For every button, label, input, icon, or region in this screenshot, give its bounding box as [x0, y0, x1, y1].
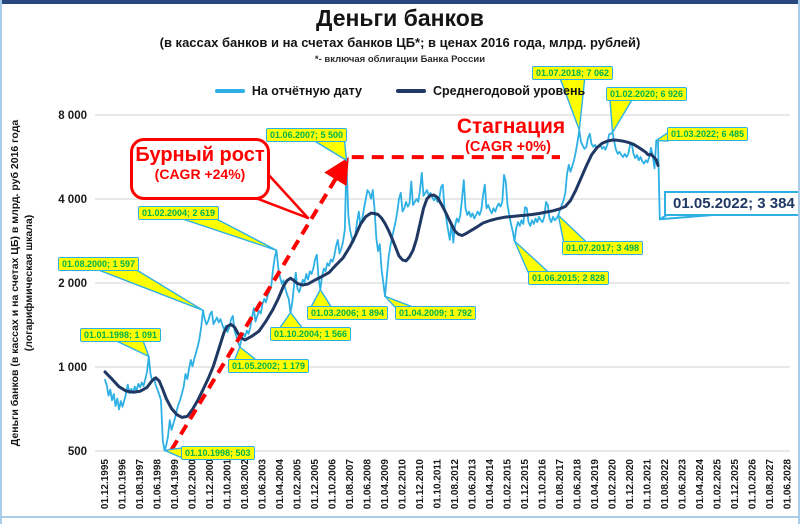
chart-legend: На отчётную дату Среднегодовой уровень [0, 84, 800, 98]
callout-4: 01.05.2002; 1 179 [228, 359, 310, 373]
callout-tail-3 [163, 447, 183, 459]
x-tick-label: 01.08.2007 [345, 459, 356, 509]
callout-tail-11 [557, 214, 587, 243]
x-tick-label: 01.10.2021 [643, 459, 654, 509]
legend-swatch-icon [395, 89, 426, 93]
x-tick-label: 01.04.2009 [380, 459, 391, 509]
x-tick-label: 01.02.2010 [398, 459, 409, 509]
callout-3: 01.10.1998; 503 [181, 446, 255, 460]
x-tick-label: 01.08.2012 [450, 459, 461, 509]
x-tick-label: 01.12.2025 [730, 459, 741, 509]
x-tick-label: 01.04.2004 [275, 459, 286, 509]
x-tick-label: 01.12.2020 [625, 459, 636, 509]
callout-10: 01.06.2015; 2 828 [528, 271, 610, 285]
x-tick-label: 01.08.2022 [660, 459, 671, 509]
x-tick-label: 01.08.2002 [240, 459, 251, 509]
callout-8: 01.06.2007; 5 500 [266, 128, 348, 142]
growth-annotation-box: Бурный рост (CAGR +24%) [130, 138, 270, 200]
callout-9: 01.04.2009; 1 792 [395, 306, 477, 320]
x-tick-label: 01.08.2027 [765, 459, 776, 509]
legend-label: На отчётную дату [251, 84, 362, 98]
x-tick-label: 01.12.2015 [520, 459, 531, 509]
callout-tail-8 [313, 140, 348, 162]
y-axis-title-line1: Деньги банков (в кассах и на счетах ЦБ) … [9, 119, 21, 447]
callout-5: 01.02.2004; 2 619 [138, 206, 220, 220]
callout-tail-13 [609, 99, 633, 134]
x-tick-label: 01.04.2024 [695, 459, 706, 509]
x-tick-label: 01.06.2018 [573, 459, 584, 509]
x-tick-label: 01.12.2010 [415, 459, 426, 509]
x-tick-label: 01.02.2020 [608, 459, 619, 509]
x-tick-label: 01.04.2014 [485, 459, 496, 509]
slide-bottom-border [0, 516, 800, 518]
x-tick-label: 01.04.1999 [170, 459, 181, 509]
callout-14: 01.03.2022; 6 485 [667, 127, 749, 141]
growth-annotation-title: Бурный рост [135, 144, 265, 166]
x-tick-label: 01.12.2005 [310, 459, 321, 509]
x-tick-label: 01.10.2006 [328, 459, 339, 509]
x-tick-label: 01.06.2003 [258, 459, 269, 509]
x-tick-label: 01.04.2019 [590, 459, 601, 509]
x-tick-label: 01.10.2001 [223, 459, 234, 509]
y-tick-label: 1 000 [58, 362, 87, 374]
callout-7: 01.03.2006; 1 894 [307, 306, 389, 320]
y-tick-label: 4 000 [58, 194, 87, 206]
x-tick-label: 01.08.2017 [555, 459, 566, 509]
legend-label: Среднегодовой уровень [432, 84, 586, 98]
x-tick-label: 01.02.2000 [188, 459, 199, 509]
series-line-reporting-date [104, 129, 661, 452]
page-title: Деньги банков [316, 5, 484, 31]
callout-tail-5 [181, 218, 278, 252]
callout-12: 01.07.2018; 7 062 [532, 66, 614, 80]
x-tick-label: 01.06.2028 [783, 459, 794, 509]
x-tick-label: 01.08.1997 [135, 459, 146, 509]
callout-tail-1 [115, 340, 150, 358]
x-tick-label: 01.10.2011 [433, 459, 444, 509]
x-tick-label: 01.06.2008 [363, 459, 374, 509]
x-tick-label: 01.10.2026 [748, 459, 759, 509]
x-tick-label: 01.10.2016 [538, 459, 549, 509]
callout-tail-7 [310, 288, 332, 308]
x-tick-label: 01.06.2013 [468, 459, 479, 509]
growth-trend-arrow [169, 157, 349, 451]
legend-swatch-icon [214, 89, 245, 93]
y-axis-title-line2: (логарифмическая шкала) [22, 214, 35, 352]
x-tick-label: 01.02.2015 [503, 459, 514, 509]
y-tick-label: 500 [68, 446, 87, 458]
slide-right-border [798, 0, 800, 524]
x-tick-label: 01.06.1998 [153, 459, 164, 509]
chart-footnote: *- включая облигации Банка России [314, 54, 486, 65]
x-tick-label: 01.10.1996 [118, 459, 129, 509]
callout-tail-2 [97, 269, 204, 311]
x-tick-label: 01.06.2023 [678, 459, 689, 509]
slide-left-border [0, 0, 2, 524]
y-tick-label: 2 000 [58, 278, 87, 290]
x-tick-label: 01.02.2025 [713, 459, 724, 509]
legend-item-1: На отчётную дату [214, 84, 362, 98]
x-tick-label: 01.12.1995 [100, 459, 111, 509]
callout-tail-10 [513, 240, 549, 273]
y-tick-label: 8 000 [58, 110, 87, 122]
stagnation-annotation-cagr: (CAGR +0%) [465, 139, 551, 155]
x-tick-label: 01.12.2000 [205, 459, 216, 509]
x-tick-label: 01.02.2005 [293, 459, 304, 509]
series-line-annual-average [103, 138, 660, 419]
callout-2: 01.08.2000; 1 597 [58, 257, 140, 271]
callout-tail-6 [279, 311, 304, 329]
stagnation-annotation-title: Стагнация [456, 115, 566, 138]
callout-6: 01.10.2004; 1 566 [270, 327, 352, 341]
callout-13: 01.02.2020; 6 926 [606, 87, 688, 101]
growth-annotation-cagr: (CAGR +24%) [154, 166, 246, 182]
callout-11: 01.07.2017; 3 498 [562, 241, 644, 255]
chart-subtitle: (в кассах банков и на счетах банков ЦБ*;… [159, 35, 641, 50]
slide-top-border [0, 0, 800, 4]
callout-1: 01.01.1998; 1 091 [80, 328, 162, 342]
callout-15: 01.05.2022; 3 384 [664, 191, 800, 216]
legend-item-2: Среднегодовой уровень [395, 84, 586, 98]
y-axis-title: Деньги банков (в кассах и на счетах ЦБ) … [9, 58, 39, 508]
